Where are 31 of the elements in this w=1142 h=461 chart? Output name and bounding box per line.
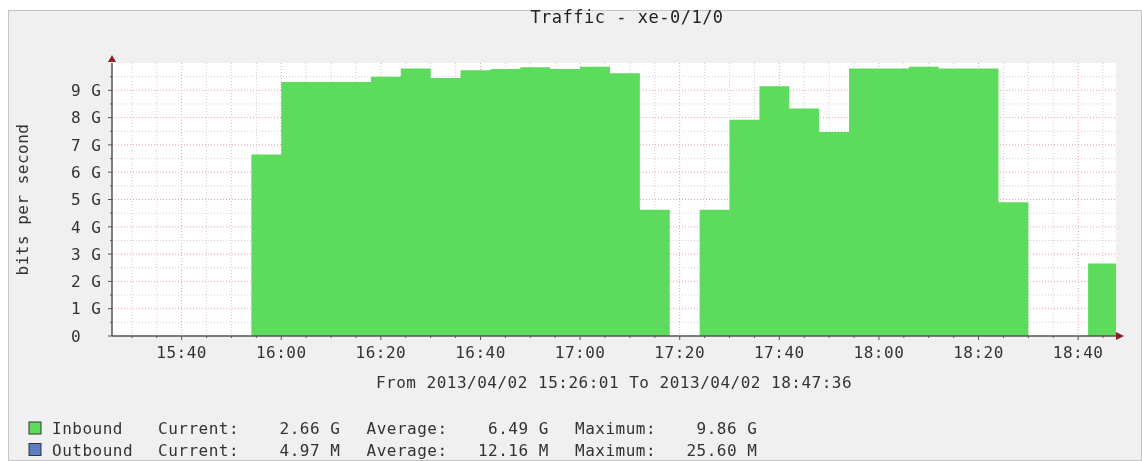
y-axis-title: bits per second xyxy=(13,123,32,276)
x-tick-label: 18:00 xyxy=(853,343,905,362)
text: Average: 6.49 G xyxy=(366,419,549,438)
y-tick-label: 8 G xyxy=(71,108,102,128)
y-tick-label: 7 G xyxy=(71,135,102,155)
y-tick-label: 4 G xyxy=(71,217,102,237)
text: Inbound xyxy=(52,419,123,438)
x-tick-label: 16:00 xyxy=(255,343,307,362)
x-tick-label: 17:40 xyxy=(754,343,805,362)
legend-label: Outbound xyxy=(52,440,134,460)
y-tick-label: 1 G xyxy=(71,299,102,319)
text: Maximum: 9.86 G xyxy=(575,419,758,438)
text: Maximum: 25.60 M xyxy=(575,440,758,460)
y-tick-label: 0 xyxy=(71,326,82,346)
x-tick-label: 15:40 xyxy=(156,343,207,362)
x-tick-label: 18:20 xyxy=(953,343,1004,362)
y-tick-label: 5 G xyxy=(71,190,102,210)
y-tick-label: 9 G xyxy=(71,81,102,101)
y-tick-label: 2 G xyxy=(71,272,102,292)
y-tick-label: 3 G xyxy=(71,244,102,264)
y-tick-label: 6 G xyxy=(71,162,102,182)
x-tick-label: 18:40 xyxy=(1052,343,1104,362)
x-tick-label: 16:20 xyxy=(355,343,407,362)
x-axis-title: From 2013/04/02 15:26:01 To 2013/04/02 18:47:36 xyxy=(375,373,853,392)
text: Current: 2.66 G xyxy=(158,419,341,438)
chart-title: Traffic - xe-0/1/0 xyxy=(530,7,724,27)
x-tick-label: 17:00 xyxy=(554,343,606,362)
x-tick-label: 16:40 xyxy=(455,343,506,362)
x-tick-label: 17:20 xyxy=(654,343,706,362)
text: Current: 4.97 M xyxy=(158,440,341,460)
text: Average: 12.16 M xyxy=(366,440,549,460)
